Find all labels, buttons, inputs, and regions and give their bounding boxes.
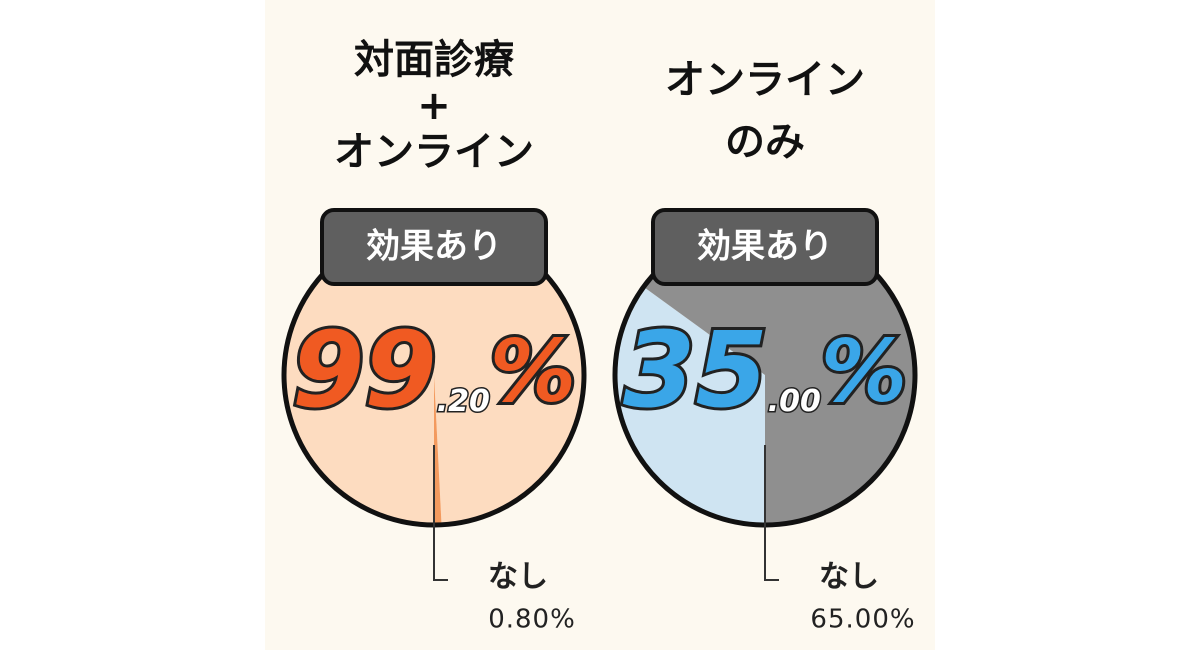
pie-slice — [284, 225, 585, 526]
category-label: なし — [488, 560, 548, 595]
leader-line — [433, 445, 448, 581]
pie-slice — [643, 224, 916, 525]
badge-box — [320, 208, 548, 286]
chart-title: のみ — [725, 119, 805, 165]
value-label: 0.80% — [488, 605, 576, 635]
legend-label: 効果あり — [697, 227, 833, 267]
leader-line — [764, 445, 779, 581]
badge-box — [651, 208, 879, 286]
category-label: なし — [819, 560, 879, 595]
value-label: 99.20% — [292, 309, 576, 431]
chart-title: オンライン — [665, 57, 865, 103]
pie-slice — [615, 286, 765, 525]
chart-title: + — [417, 83, 451, 129]
legend-label: 効果あり — [366, 227, 502, 267]
pie-slice — [434, 375, 442, 525]
value-label: 35.00% — [623, 309, 907, 431]
chart-title: 対面診療 — [354, 37, 515, 83]
chart-title: オンライン — [334, 129, 534, 175]
value-label: 65.00% — [810, 605, 915, 635]
